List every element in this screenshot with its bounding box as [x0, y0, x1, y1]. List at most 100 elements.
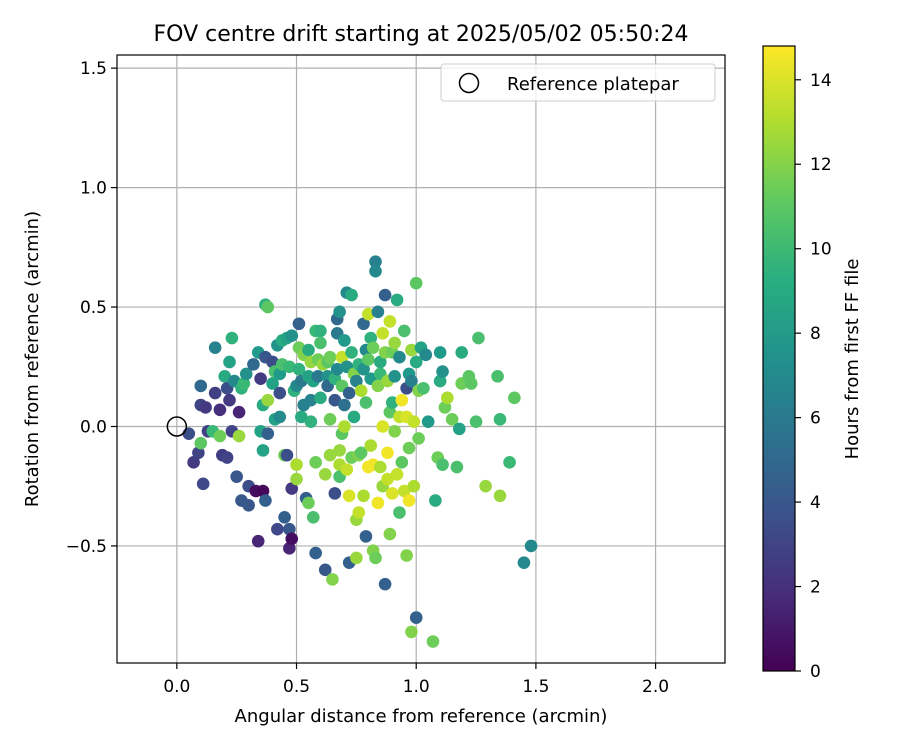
data-point: [306, 510, 320, 524]
data-point: [383, 405, 397, 419]
data-point: [314, 391, 327, 405]
data-point: [388, 370, 401, 383]
data-point: [283, 522, 296, 536]
data-point: [402, 494, 416, 507]
data-point: [407, 479, 421, 493]
data-point: [436, 458, 449, 472]
colorbar-tick-label: 2: [810, 578, 821, 598]
x-tick-label: 0.0: [163, 677, 190, 697]
data-point: [395, 456, 409, 469]
data-point: [309, 456, 322, 469]
x-tick-label: 2.0: [642, 677, 669, 697]
y-axis-ticks: −0.5 0.0 0.5 1.0 1.5: [66, 59, 117, 557]
data-point: [338, 334, 351, 347]
data-point: [409, 355, 423, 369]
data-point: [464, 377, 478, 390]
data-point: [374, 460, 387, 474]
data-point: [283, 360, 296, 374]
data-point: [187, 456, 200, 469]
data-point: [455, 346, 468, 359]
data-point: [239, 367, 253, 381]
data-point: [369, 264, 382, 278]
data-point: [292, 317, 306, 331]
data-point: [383, 527, 397, 541]
data-point: [251, 534, 265, 548]
data-point: [385, 396, 399, 409]
data-point: [223, 393, 236, 407]
data-point: [359, 530, 373, 543]
data-point: [199, 401, 212, 414]
data-point: [433, 374, 447, 388]
data-point: [328, 393, 342, 407]
data-point: [273, 386, 287, 400]
data-point: [302, 343, 315, 357]
data-point: [350, 551, 363, 565]
data-point: [357, 362, 370, 376]
data-point: [491, 370, 504, 383]
data-point: [194, 379, 208, 393]
data-point: [397, 324, 411, 338]
data-point: [390, 467, 404, 481]
data-point: [393, 506, 406, 519]
colorbar-ticks: 0 2 4 6 8 10 12 14: [795, 71, 832, 682]
data-point: [333, 305, 346, 319]
data-point: [385, 487, 399, 500]
colorbar: 0 2 4 6 8 10 12 14 Hours from first FF file: [762, 45, 863, 682]
data-point: [369, 551, 382, 565]
colorbar-tick-label: 4: [810, 493, 821, 513]
data-point: [347, 410, 361, 424]
data-point: [450, 460, 464, 474]
data-point: [261, 393, 275, 407]
data-point: [472, 331, 485, 345]
colorbar-tick-label: 10: [810, 240, 832, 260]
data-point: [357, 489, 370, 503]
data-point: [323, 413, 337, 426]
legend-marker: [458, 72, 480, 94]
data-point: [290, 458, 303, 472]
plot-frame: [116, 54, 726, 664]
reference-platepar-marker: [166, 416, 188, 437]
data-point: [409, 611, 423, 624]
data-point: [273, 367, 287, 381]
data-point: [371, 379, 385, 393]
data-point: [524, 539, 538, 553]
data-point: [421, 415, 435, 429]
data-point: [354, 446, 368, 460]
colorbar-tick-label: 0: [810, 662, 821, 682]
data-point: [371, 305, 385, 319]
data-point: [182, 427, 196, 440]
legend: Reference platepar: [440, 63, 716, 102]
data-point: [208, 386, 222, 400]
data-point: [397, 484, 411, 498]
data-point: [318, 563, 332, 577]
data-point: [220, 451, 234, 464]
data-point: [405, 343, 418, 357]
data-point: [508, 391, 521, 405]
data-point: [433, 346, 447, 359]
data-point: [493, 413, 507, 426]
data-point: [364, 439, 378, 452]
data-point: [426, 635, 440, 648]
data-point: [419, 348, 433, 362]
data-point: [362, 307, 375, 321]
data-point: [271, 522, 284, 536]
data-point: [323, 350, 337, 364]
data-point: [412, 432, 425, 445]
data-point: [362, 353, 375, 366]
data-points: [182, 255, 538, 648]
data-point: [342, 489, 356, 503]
data-point: [266, 355, 279, 369]
data-point: [407, 415, 421, 429]
data-point: [493, 489, 507, 503]
data-point: [285, 532, 299, 546]
data-point: [292, 362, 306, 376]
data-point: [405, 625, 418, 639]
y-axis-label: Rotation from reference (arcmin): [22, 211, 43, 507]
data-point: [436, 365, 449, 378]
data-point: [381, 472, 394, 486]
data-point: [429, 494, 442, 507]
data-point: [232, 405, 246, 419]
data-point: [278, 510, 291, 524]
y-tick-label: 1.5: [80, 59, 107, 79]
